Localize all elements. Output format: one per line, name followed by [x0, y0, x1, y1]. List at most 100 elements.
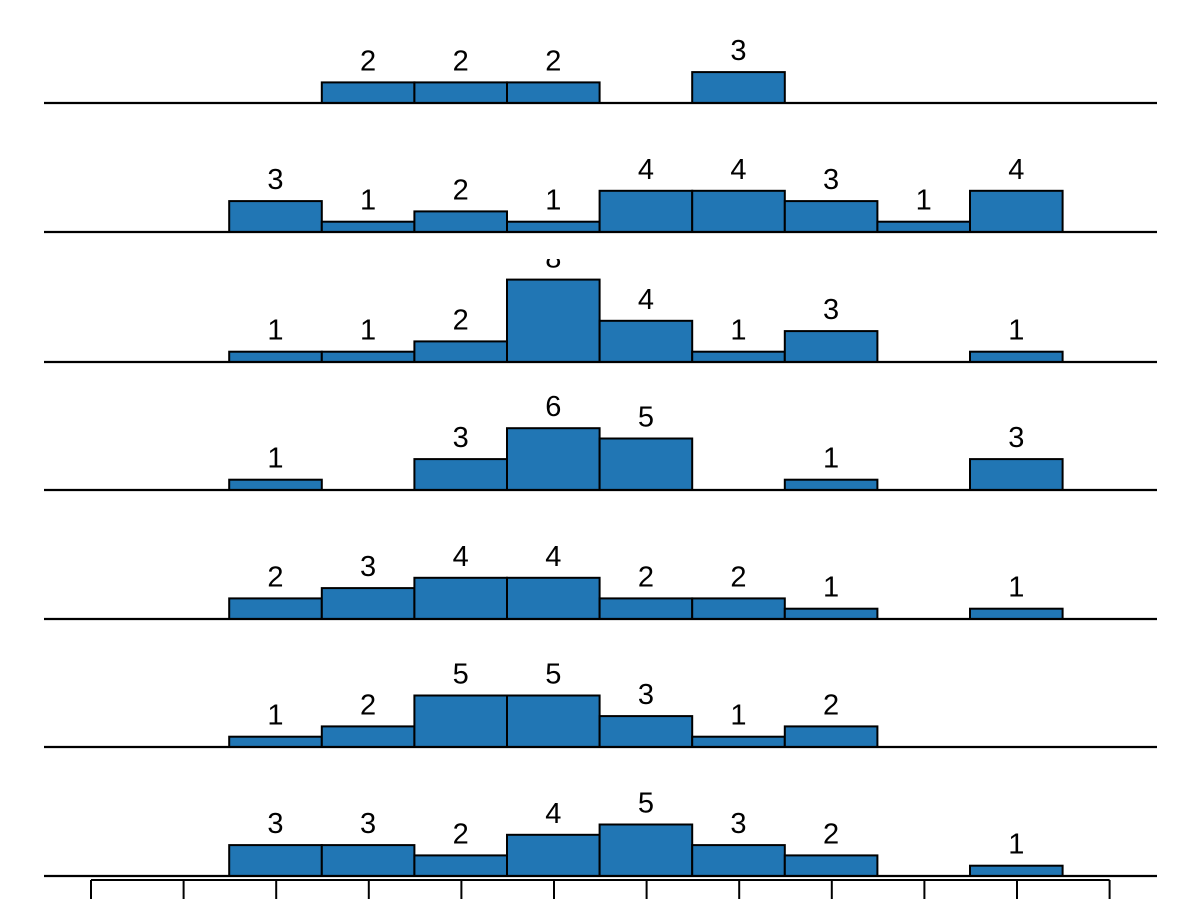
- bar-count-label: 1: [823, 572, 839, 604]
- histogram-bar: [320, 587, 416, 620]
- bar-count-label: 1: [1008, 572, 1024, 604]
- histogram-bar: [783, 607, 879, 621]
- histogram-bar: [228, 200, 323, 234]
- histogram-bar: [506, 220, 601, 233]
- histogram-bar: [506, 694, 601, 748]
- histogram-bar: [783, 330, 879, 364]
- histogram-bar: [598, 823, 694, 877]
- bar-count-label: 2: [453, 45, 469, 77]
- bar-count-label: 4: [1008, 154, 1024, 186]
- x-axis: [90, 879, 1111, 899]
- histogram-bar: [413, 458, 508, 492]
- histogram-bar: [228, 597, 323, 621]
- histogram-panel-5: 2 3 4 4 2 2 1 1: [44, 541, 1157, 621]
- bar-count-label: 3: [360, 551, 376, 583]
- histogram-bar: [691, 71, 786, 104]
- histogram-bar: [320, 844, 416, 877]
- histogram-bar: [969, 864, 1064, 878]
- panel-content: 2 3 4 4 2 2 1 1: [228, 541, 1064, 621]
- histogram-bar: [506, 278, 601, 364]
- histogram-bar: [320, 220, 416, 233]
- bar-count-label: 1: [267, 700, 283, 732]
- bar-count-label: 2: [453, 174, 469, 206]
- histogram-bar: [598, 597, 694, 621]
- panel-content: 3 3 2 4 5 3 2 1: [228, 788, 1064, 878]
- histogram-bar: [969, 350, 1064, 364]
- histogram-bar: [691, 597, 786, 621]
- bar-count-label: 2: [545, 45, 561, 77]
- bar-count-label: 4: [730, 154, 746, 186]
- histogram-bar: [969, 458, 1064, 492]
- bar-count-label: 2: [823, 689, 839, 721]
- histogram-bar: [506, 833, 601, 877]
- histogram-bar: [320, 81, 416, 105]
- histogram-bar: [506, 81, 601, 105]
- bar-count-label: 2: [638, 561, 654, 593]
- bar-count-label: 2: [453, 818, 469, 850]
- bar-count-label: 3: [638, 679, 654, 711]
- histogram-bar: [691, 350, 786, 364]
- histogram-panel-2: 3 1 2 1 4 4 3 1 4: [44, 154, 1157, 234]
- bar-count-label: 1: [1008, 315, 1024, 347]
- histogram-bar: [969, 189, 1064, 234]
- histogram-bar: [413, 340, 508, 363]
- histogram-bar: [969, 607, 1064, 621]
- bar-count-label: 1: [360, 185, 376, 217]
- histogram-bar: [691, 735, 786, 749]
- bar-count-label: 3: [730, 808, 746, 840]
- histogram-panel-4: 1 3 6 5 1 3: [44, 391, 1157, 492]
- bar-count-label: 2: [730, 561, 746, 593]
- histogram-bar: [598, 319, 694, 363]
- bar-count-label: 4: [545, 798, 561, 830]
- panel-content: 2 2 2 3: [320, 35, 786, 105]
- histogram-bar: [228, 735, 323, 749]
- panel-content: 3 1 2 1 4 4 3 1 4: [228, 154, 1064, 234]
- bar-count-label: 2: [360, 689, 376, 721]
- bar-count-label: 3: [267, 164, 283, 196]
- histogram-bar: [691, 844, 786, 877]
- bar-count-label: 1: [730, 315, 746, 347]
- bar-count-label: 1: [267, 443, 283, 475]
- bar-count-label: 5: [638, 788, 654, 820]
- histogram-panel-6: 1 2 5 5 3 1 2: [44, 659, 1157, 749]
- histogram-bar: [413, 854, 508, 878]
- histogram-bar: [783, 200, 879, 234]
- histogram-bar: [506, 427, 601, 492]
- histogram-bar: [783, 478, 879, 492]
- bar-count-label: 3: [730, 35, 746, 67]
- bar-count-label: 3: [360, 808, 376, 840]
- bar-count-label: 4: [638, 284, 654, 316]
- histogram-bar: [876, 220, 972, 233]
- bar-count-label: 2: [823, 818, 839, 850]
- histogram-bar: [598, 437, 694, 491]
- bar-count-label: 3: [267, 808, 283, 840]
- bar-count-label: 1: [1008, 829, 1024, 861]
- bar-count-label: 2: [453, 304, 469, 336]
- bar-count-label: 5: [453, 659, 469, 691]
- bar-count-label: 1: [267, 315, 283, 347]
- histogram-bar: [413, 81, 508, 105]
- bar-count-label: 2: [360, 45, 376, 77]
- histogram-bar: [228, 844, 323, 877]
- histogram-bar: [413, 210, 508, 233]
- bar-count-label: 3: [823, 164, 839, 196]
- bar-count-label: 1: [545, 185, 561, 217]
- bar-count-label: 1: [823, 443, 839, 475]
- histogram-bar: [598, 189, 694, 234]
- histogram-bar: [320, 350, 416, 364]
- histogram-bar: [783, 854, 879, 878]
- histogram-bar: [228, 478, 323, 492]
- bar-count-label: 4: [638, 154, 654, 186]
- histogram-bar: [413, 576, 508, 620]
- histogram-bar: [598, 715, 694, 748]
- histogram-bar: [783, 725, 879, 749]
- histogram-bar: [228, 350, 323, 364]
- histogram-panel-7: 3 3 2 4 5 3 2 1: [44, 788, 1157, 878]
- bar-count-label: 2: [267, 561, 283, 593]
- bar-count-label: 8: [545, 243, 561, 275]
- histogram-bar: [320, 725, 416, 749]
